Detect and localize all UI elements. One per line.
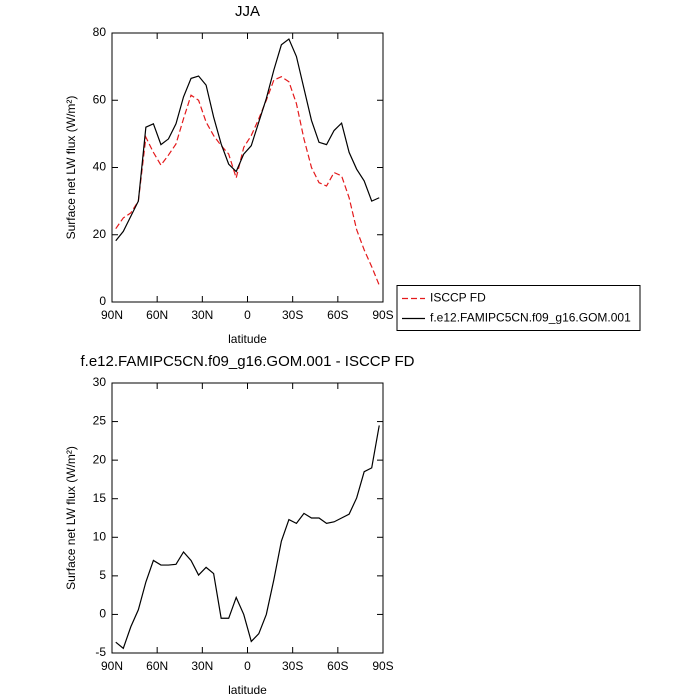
y-tick-label: 20 (93, 227, 107, 241)
y-tick-label: -5 (95, 645, 106, 659)
x-tick-label: 0 (244, 308, 251, 322)
x-tick-label: 90S (372, 308, 393, 322)
x-tick-label: 60N (146, 308, 168, 322)
y-tick-label: 10 (93, 529, 107, 543)
x-tick-label: 90N (101, 659, 123, 673)
x-axis-label: latitude (228, 332, 267, 346)
x-tick-label: 30S (282, 659, 303, 673)
x-tick-label: 90N (101, 308, 123, 322)
y-tick-label: 20 (93, 452, 107, 466)
y-axis-label: Surface net LW flux (W/m²) (64, 96, 78, 240)
y-tick-label: 30 (93, 375, 107, 389)
y-tick-label: 0 (99, 607, 106, 621)
x-tick-label: 60S (327, 308, 348, 322)
x-tick-label: 60N (146, 659, 168, 673)
plot-frame (111, 382, 384, 654)
y-tick-label: 25 (93, 414, 107, 428)
chart-title: f.e12.FAMIPC5CN.f09_g16.GOM.001 - ISCCP … (80, 353, 414, 370)
legend-box (396, 285, 641, 331)
x-axis-label: latitude (228, 683, 267, 697)
x-tick-label: 0 (244, 659, 251, 673)
chart-title: JJA (235, 3, 260, 20)
legend-label: f.e12.FAMIPC5CN.f09_g16.GOM.001 (430, 311, 631, 325)
y-tick-label: 0 (99, 294, 106, 308)
y-tick-label: 60 (93, 92, 107, 106)
y-tick-label: 15 (93, 491, 107, 505)
data-line (115, 76, 380, 286)
legend-label: ISCCP FD (430, 291, 486, 305)
data-line (115, 38, 380, 242)
y-tick-label: 80 (93, 25, 107, 39)
y-tick-label: 40 (93, 160, 107, 174)
x-tick-label: 60S (327, 659, 348, 673)
x-tick-label: 30N (191, 659, 213, 673)
y-tick-label: 5 (99, 568, 106, 582)
x-tick-label: 30N (191, 308, 213, 322)
data-line (115, 425, 380, 650)
x-tick-label: 90S (372, 659, 393, 673)
x-tick-label: 30S (282, 308, 303, 322)
y-axis-label: Surface net LW flux (W/m²) (64, 446, 78, 590)
plot-frame (111, 32, 384, 303)
